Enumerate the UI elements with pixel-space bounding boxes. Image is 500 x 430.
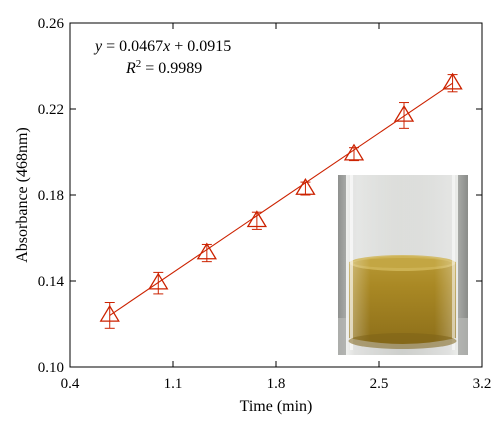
data-point xyxy=(99,302,120,329)
x-axis-label: Time (min) xyxy=(240,398,313,415)
x-tick-label: 2.5 xyxy=(370,376,389,392)
inset-photo-vial xyxy=(338,175,468,355)
data-point xyxy=(442,72,463,93)
triangle-marker xyxy=(196,242,217,260)
axis-ticks xyxy=(69,22,483,368)
data-points xyxy=(99,72,463,329)
data-point xyxy=(295,177,316,196)
y-tick-label: 0.10 xyxy=(38,360,64,376)
y-tick-label: 0.22 xyxy=(38,102,64,118)
x-tick-label: 1.1 xyxy=(164,376,183,392)
fit-line xyxy=(109,82,453,316)
triangle-marker xyxy=(393,104,415,122)
triangle-marker xyxy=(295,177,316,195)
triangle-marker xyxy=(99,304,120,322)
x-tick-label: 0.4 xyxy=(61,376,80,392)
fit-equation: y = 0.0467x + 0.0915 xyxy=(93,38,231,55)
fit-line-path xyxy=(109,82,453,316)
data-point xyxy=(343,143,365,162)
fit-r-squared: R2 = 0.9989 xyxy=(125,58,202,77)
y-tick-label: 0.26 xyxy=(38,16,65,32)
x-tick-label: 3.2 xyxy=(473,376,492,392)
data-point xyxy=(196,242,217,263)
y-axis-label: Absorbance (468nm) xyxy=(14,127,31,263)
triangle-marker xyxy=(148,272,169,290)
triangle-marker xyxy=(442,72,463,90)
y-tick-label: 0.14 xyxy=(38,274,65,290)
data-point xyxy=(246,210,268,230)
triangle-marker xyxy=(246,210,268,228)
data-point xyxy=(148,271,169,295)
x-tick-label: 1.8 xyxy=(267,376,286,392)
triangle-marker xyxy=(343,143,365,161)
y-tick-label: 0.18 xyxy=(38,188,64,204)
x-tick-labels: 0.4 1.1 1.8 2.5 3.2 xyxy=(61,376,492,392)
y-tick-labels: 0.10 0.14 0.18 0.22 0.26 xyxy=(38,16,65,376)
data-point xyxy=(393,102,415,129)
